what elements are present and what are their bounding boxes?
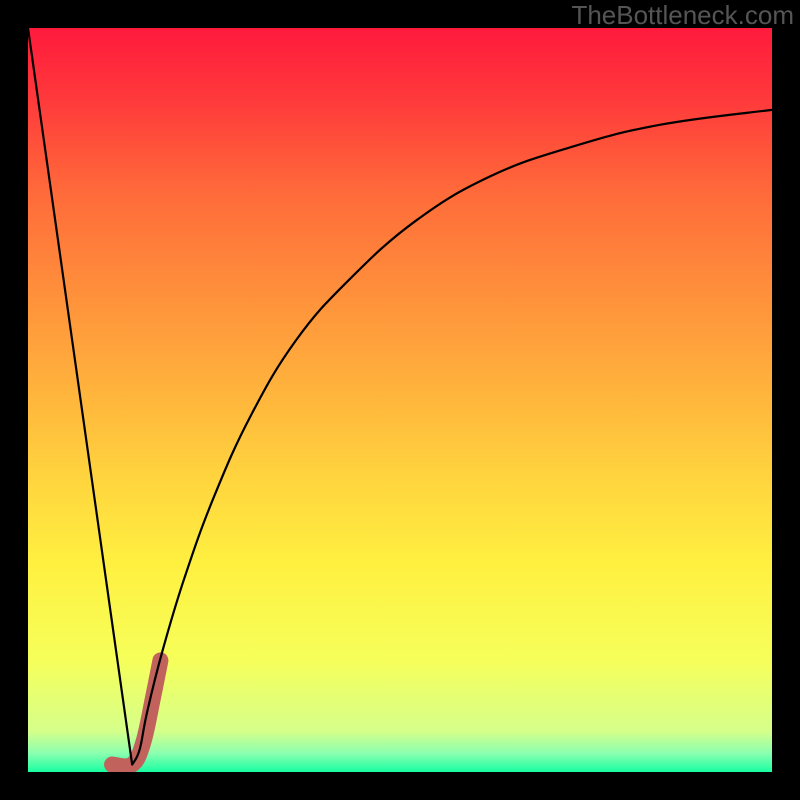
bottleneck-chart (0, 0, 800, 800)
gradient-background (28, 28, 772, 772)
watermark-label: TheBottleneck.com (571, 0, 794, 31)
figure-root: TheBottleneck.com (0, 0, 800, 800)
